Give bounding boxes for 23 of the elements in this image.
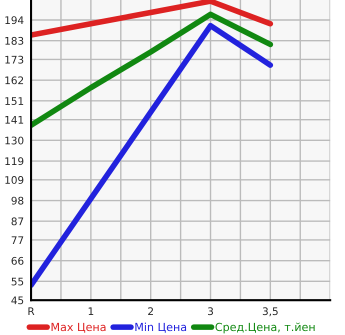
x-tick-label: R	[28, 307, 34, 316]
y-tick-label: 173	[5, 56, 24, 64]
x-tick-label: 3,5	[262, 307, 278, 316]
legend-label: Сред.Цена, т.йен	[215, 322, 315, 334]
y-tick-label: 194	[5, 16, 24, 24]
y-tick-label: 66	[12, 256, 24, 265]
y-tick-label: 119	[5, 157, 24, 166]
y-tick-label: 77	[12, 236, 24, 244]
legend-label: Max Цена	[52, 322, 106, 333]
y-tick-label: 183	[5, 36, 24, 45]
x-tick-label: 1	[88, 307, 94, 316]
y-tick-label: 162	[5, 76, 24, 84]
x-tick-label: 3	[208, 307, 213, 316]
y-tick-label: 151	[5, 97, 24, 105]
y-tick-label: 45	[11, 296, 24, 304]
y-tick-label: 98	[12, 196, 24, 205]
x-tick-label: 2	[148, 307, 153, 316]
y-tick-label: 141	[5, 116, 24, 124]
y-tick-label: 109	[5, 176, 24, 184]
y-tick-label: 130	[5, 136, 24, 144]
legend-label: Min Цена	[135, 322, 186, 333]
y-tick-label: 87	[12, 217, 24, 226]
y-tick-label: 55	[12, 278, 24, 286]
